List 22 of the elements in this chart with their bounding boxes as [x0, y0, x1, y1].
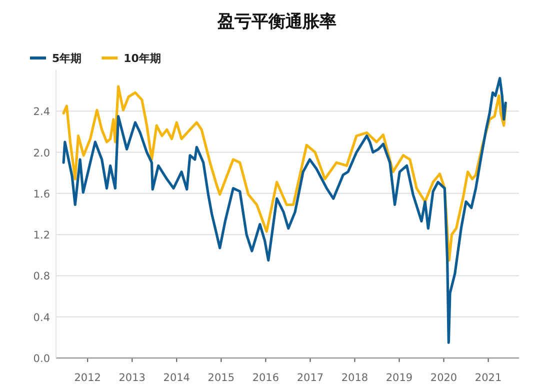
y-tick-label: 2.4 [33, 106, 50, 118]
line-series [62, 85, 507, 262]
x-tick-label: 2017 [296, 372, 324, 384]
y-tick-label: 0.0 [33, 353, 50, 365]
x-tick-label: 2020 [430, 372, 458, 384]
y-tick-label: 0.8 [33, 270, 50, 283]
y-tick-label: 2.0 [33, 147, 50, 160]
legend-label: 5年期 [52, 52, 82, 65]
y-tick-label: 1.6 [33, 188, 50, 200]
x-tick-label: 2018 [341, 372, 368, 384]
y-tick-label: 1.2 [33, 230, 50, 242]
x-tick-label: 2013 [118, 372, 146, 384]
y-tick-label: 0.4 [33, 312, 50, 324]
x-tick-label: 2012 [74, 372, 101, 384]
x-tick-label: 2021 [474, 372, 502, 384]
chart-title: 盈亏平衡通胀率 [216, 12, 336, 32]
x-tick-label: 2014 [163, 372, 190, 384]
x-tick-label: 2015 [208, 372, 235, 384]
x-tick-label: 2016 [252, 372, 280, 384]
legend-label: 10年期 [124, 52, 161, 65]
line-series [62, 76, 507, 344]
x-tick-label: 2019 [386, 372, 413, 384]
